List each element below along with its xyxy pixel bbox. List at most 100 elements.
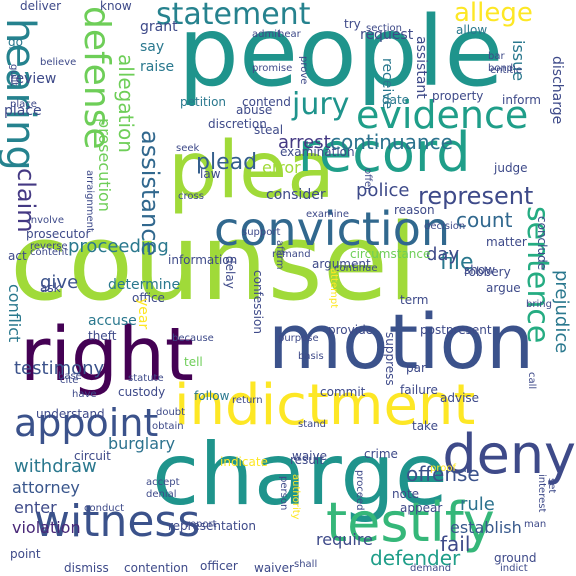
- word-indictment: indictment: [174, 373, 476, 438]
- word-appoint: appoint: [14, 401, 159, 445]
- word-withdraw: withdraw: [14, 456, 97, 477]
- word-failure: failure: [400, 383, 438, 397]
- word-ask: ask: [40, 281, 61, 295]
- word-par: par: [406, 361, 426, 375]
- word-waive: waive: [292, 449, 327, 463]
- word-counsel: counsel: [10, 201, 418, 324]
- word-prove: prove: [298, 56, 309, 85]
- word-abuse: abuse: [236, 103, 273, 117]
- word-contend: contend: [242, 95, 291, 109]
- word-section: section: [366, 23, 403, 34]
- word-note: note: [392, 487, 420, 501]
- word-accept: accept: [146, 477, 180, 488]
- word-indict: indict: [500, 563, 528, 574]
- word-people: people: [178, 0, 504, 108]
- word-authority: authority: [290, 474, 301, 520]
- word-examine: examine: [306, 209, 350, 220]
- word-doubt: doubt: [156, 407, 186, 418]
- word-shall: shall: [294, 559, 318, 570]
- word-information: information: [168, 253, 238, 267]
- word-place: place: [4, 103, 42, 119]
- word-confession: confession: [251, 270, 265, 334]
- word-involve: involve: [28, 215, 65, 226]
- word-cite: cite: [60, 375, 79, 386]
- word-file: file: [440, 250, 474, 275]
- word-ground: ground: [494, 551, 537, 565]
- word-proceeding: proceeding: [68, 236, 169, 257]
- word-proceed: proceed: [354, 470, 365, 511]
- word-officer: officer: [200, 559, 238, 573]
- word-promise: promise: [252, 63, 293, 74]
- word-determine: determine: [108, 277, 181, 293]
- word-try: try: [344, 17, 361, 31]
- word-continue: continue: [334, 263, 378, 274]
- word-argument: argument: [312, 257, 371, 271]
- word-suppress: suppress: [383, 332, 397, 386]
- word-error: error: [262, 158, 301, 177]
- word-purpose: purpose: [278, 333, 319, 344]
- word-prosecutor: prosecutor: [26, 227, 91, 241]
- word-attempt: attempt: [328, 268, 339, 309]
- word-police: police: [356, 180, 410, 201]
- word-man: man: [524, 519, 547, 530]
- word-inform: inform: [502, 93, 541, 107]
- word-statute: statute: [128, 373, 164, 384]
- word-circuit: circuit: [74, 449, 111, 463]
- word-conduct: conduct: [84, 503, 125, 514]
- word-cross: cross: [178, 191, 204, 202]
- word-arrest: arrest: [278, 132, 331, 153]
- word-defender: defender: [370, 546, 461, 570]
- word-indicate: indicate: [220, 455, 268, 469]
- word-reason: reason: [394, 203, 435, 217]
- word-testify: testify: [326, 491, 495, 554]
- word-seek: seek: [176, 143, 200, 154]
- word-reverse: reverse: [30, 241, 68, 252]
- word-date: date: [382, 93, 410, 107]
- word-waiver: waiver: [254, 561, 294, 575]
- word-petition: petition: [180, 95, 227, 109]
- word-act: act: [8, 249, 27, 263]
- word-day: day: [426, 244, 460, 265]
- word-violation: violation: [12, 518, 81, 537]
- word-prejudice: prejudice: [551, 270, 572, 354]
- word-result: result: [290, 453, 324, 467]
- word-believe: believe: [40, 57, 77, 68]
- word-call: call: [526, 372, 537, 390]
- word-delay: delay: [223, 256, 237, 289]
- word-say: say: [140, 39, 165, 55]
- word-base: base: [58, 371, 82, 382]
- word-denial: denial: [146, 489, 177, 500]
- word-jury: jury: [292, 87, 350, 122]
- word-represent: represent: [418, 182, 534, 210]
- word-have: have: [72, 389, 97, 400]
- word-show: show: [464, 263, 496, 277]
- word-guilt: guilt: [8, 64, 19, 87]
- word-matter: matter: [486, 235, 527, 249]
- word-continuance: continuance: [330, 130, 453, 154]
- word-attorney: attorney: [12, 478, 80, 497]
- word-record: record: [298, 121, 471, 184]
- word-evidence: evidence: [356, 93, 529, 137]
- word-report: report: [186, 519, 217, 530]
- word-fail: fail: [440, 532, 471, 556]
- word-steal: steal: [254, 123, 284, 137]
- word-require: require: [316, 530, 373, 549]
- word-dismiss: dismiss: [64, 561, 109, 575]
- word-proof: proof: [430, 463, 456, 474]
- word-theft: theft: [88, 329, 117, 343]
- word-support: support: [242, 227, 281, 238]
- word-prosecution: prosecution: [95, 118, 114, 212]
- word-motion: motion: [268, 297, 535, 386]
- word-point: point: [10, 547, 41, 561]
- word-return: return: [232, 395, 263, 406]
- word-stand: stand: [298, 419, 326, 430]
- word-because: because: [172, 333, 214, 344]
- word-conviction: conviction: [214, 202, 450, 256]
- word-offer: offer: [362, 168, 373, 192]
- word-custody: custody: [118, 385, 166, 399]
- word-robbery: robbery: [464, 265, 511, 279]
- word-know: know: [100, 0, 132, 13]
- word-crime: crime: [364, 447, 398, 461]
- word-content: content: [30, 247, 69, 258]
- word-testimony: testimony: [14, 358, 105, 379]
